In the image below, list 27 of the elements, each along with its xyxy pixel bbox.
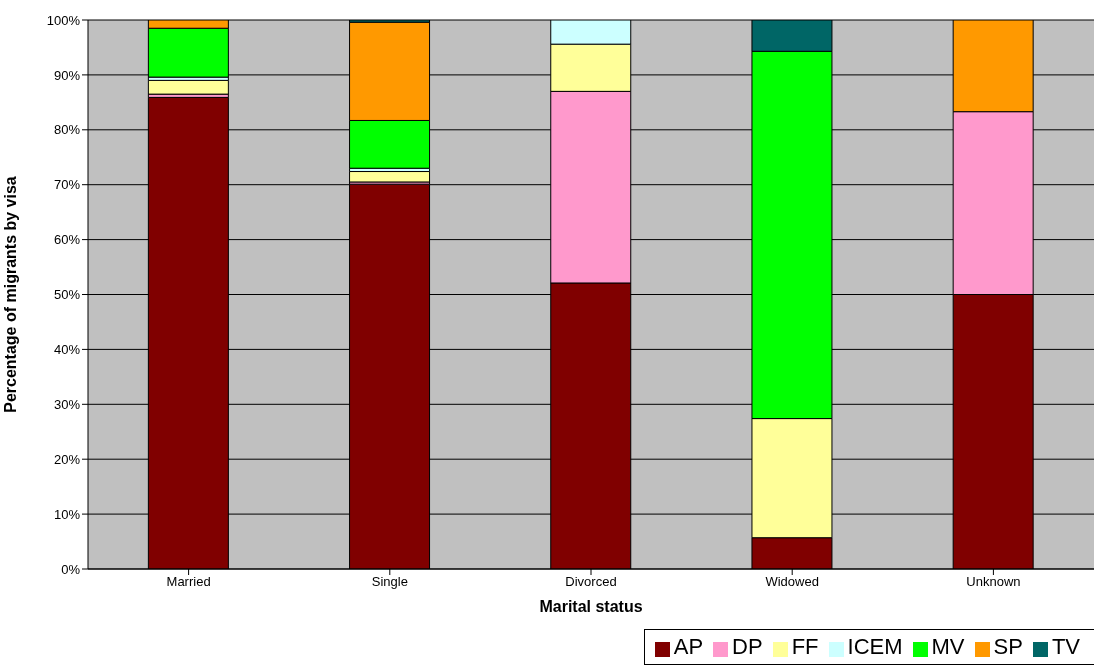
bar (349, 171, 431, 183)
legend-label: TV (1051, 634, 1080, 659)
y-tick-label: 70% (53, 177, 81, 193)
legend-label: MV (931, 634, 965, 659)
y-tick-label: 10% (53, 506, 81, 522)
y-tick-label: 80% (53, 122, 81, 138)
x-tick-label: Widowed (765, 574, 819, 590)
legend-label: AP (673, 634, 704, 659)
y-tick-label: 60% (53, 232, 81, 248)
legend-label: DP (732, 634, 763, 659)
legend-label: FF (791, 634, 819, 659)
y-axis-title: Percentage of migrants by visa (1, 176, 19, 413)
x-tick-label: Married (166, 574, 211, 590)
y-tick-label: 40% (53, 342, 81, 358)
y-tick-label: 50% (53, 287, 81, 303)
legend-label: ICEM (847, 634, 903, 659)
y-tick-label: 0% (61, 561, 81, 577)
x-axis-title: Marital status (539, 598, 643, 616)
bar (147, 79, 229, 95)
legend-label: SP (993, 634, 1023, 659)
y-tick-label: 100% (46, 12, 81, 28)
x-tick-label: Unknown (966, 574, 1021, 590)
x-tick-label: Single (371, 574, 408, 590)
y-tick-label: 30% (53, 396, 81, 412)
x-tick-label: Divorced (565, 574, 617, 590)
y-tick-label: 20% (53, 451, 81, 467)
y-tick-label: 90% (53, 67, 81, 83)
